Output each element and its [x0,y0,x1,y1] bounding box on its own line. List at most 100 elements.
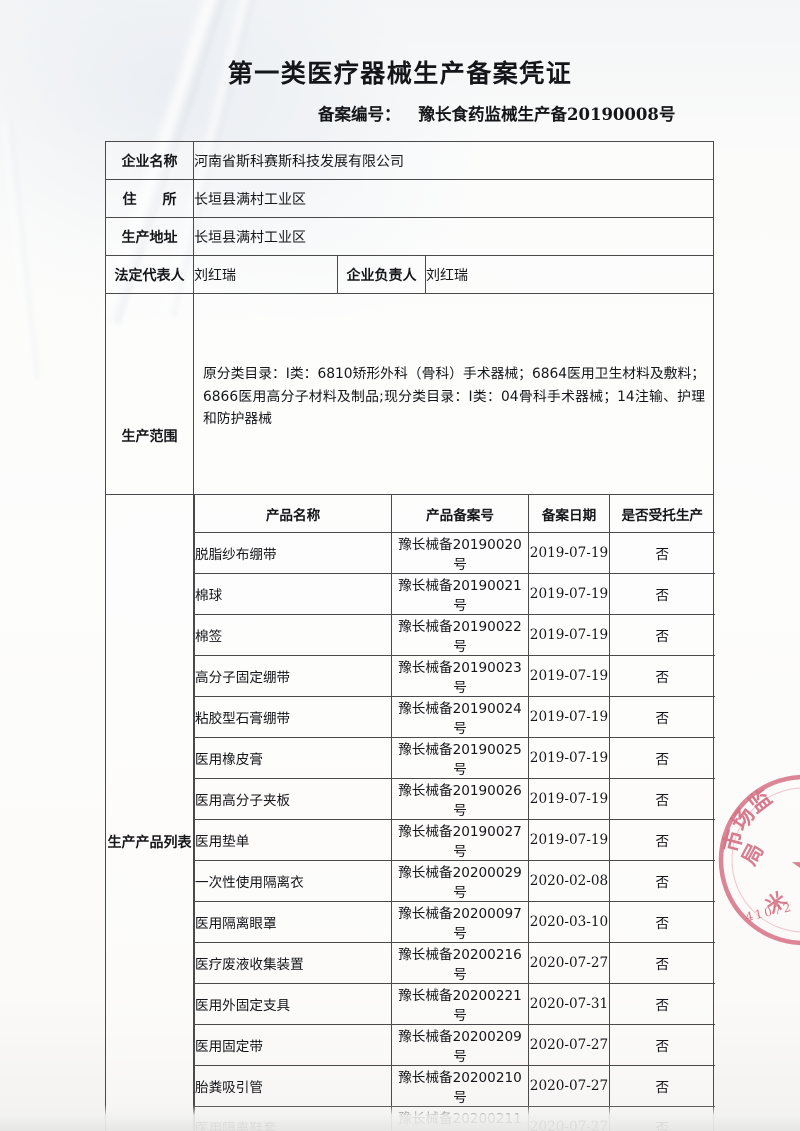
page-title: 第一类医疗器械生产备案凭证 [227,59,573,88]
product-name-cell: 医疗废液收集装置 [194,942,392,984]
product-no-cell: 豫长械备20190024号 [391,696,529,738]
product-date-cell: 2019-07-19 [528,737,610,779]
table-row: 医用隔离眼罩 豫长械备20200097号 2020-03-10 否 [194,901,715,943]
table-row: 棉签 豫长械备20190022号 2019-07-19 否 [194,614,715,656]
product-no-cell: 豫长械备20190025号 [391,737,529,779]
address-label: 住所 [105,179,194,218]
product-date-cell: 2020-07-27 [528,942,610,984]
table-row: 医用外固定支具 豫长械备20200221号 2020-07-31 否 [194,983,715,1025]
product-name-cell: 医用隔离鞋套 [194,1106,392,1131]
product-date-cell: 2020-02-08 [528,860,610,902]
product-name-cell: 医用外固定支具 [194,983,392,1025]
production-scope-label: 生产范围 [105,293,194,495]
enterprise-head-label: 企业负责人 [337,255,426,294]
product-date-cell: 2019-07-19 [528,655,610,697]
product-entrusted-cell: 否 [609,1106,715,1131]
production-scope-text: 原分类目录：Ⅰ类：6810矫形外科（骨科）手术器械；6864医用卫生材料及敷料；… [203,366,706,428]
product-name-cell: 医用橡皮膏 [194,737,392,779]
record-number-line: 备案编号： 豫长食药监械生产备20190008号 [318,101,675,125]
product-date-cell: 2019-07-19 [528,532,610,574]
table-row-product-list: 生产产品列表 产品名称 产品备案号 备案日期 是否受托生产 脱脂纱布绷带 豫长械备2019… [105,494,715,1131]
table-row: 医用固定带 豫长械备20200209号 2020-07-27 否 [194,1024,715,1066]
product-entrusted-cell: 否 [609,778,715,820]
product-no-cell: 豫长械备20200216号 [391,942,529,984]
table-row: 脱脂纱布绷带 豫长械备20190020号 2019-07-19 否 [194,532,715,574]
legal-representative-label: 法定代表人 [105,255,194,294]
product-name-cell: 粘胶型石膏绷带 [194,696,392,738]
product-no-cell: 豫长械备20190026号 [391,778,529,820]
product-entrusted-cell: 否 [609,1065,715,1107]
table-row: 医用垫单 豫长械备20190027号 2019-07-19 否 [194,819,715,861]
enterprise-name-label: 企业名称 [105,141,194,180]
product-date-cell: 2019-07-19 [528,819,610,861]
product-no-cell: 豫长械备20190022号 [391,614,529,656]
product-date-cell: 2020-07-27 [528,1065,610,1107]
product-name-cell: 医用隔离眼罩 [194,901,392,943]
product-name-cell: 医用高分子夹板 [194,778,392,820]
product-name-cell: 医用垫单 [194,819,392,861]
product-entrusted-cell: 否 [609,532,715,574]
product-entrusted-cell: 否 [609,737,715,779]
product-entrusted-cell: 否 [609,860,715,902]
product-name-cell: 一次性使用隔离衣 [194,860,392,902]
product-list-label: 生产产品列表 [105,494,194,1131]
production-scope-label-text: 生产范围 [121,429,178,445]
product-no-cell: 豫长械备20200209号 [391,1024,529,1066]
table-row: 医疗废液收集装置 豫长械备20200216号 2020-07-27 否 [194,942,715,984]
record-number-value: 豫长食药监械生产备20190008号 [418,105,676,124]
table-row: 医用隔离鞋套豫长械备20200211号2020-07-27否 [194,1106,715,1131]
product-date-cell: 2020-07-27 [528,1106,610,1131]
product-date-cell: 2020-07-31 [528,983,610,1025]
product-no-cell: 豫长械备20190023号 [391,655,529,697]
product-no-cell: 豫长械备20200097号 [391,901,529,943]
table-row: 医用高分子夹板 豫长械备20190026号 2019-07-19 否 [194,778,715,820]
product-name-cell: 棉签 [194,614,392,656]
product-name-cell: 医用固定带 [194,1024,392,1066]
product-date-cell: 2019-07-19 [528,614,610,656]
product-date-cell: 2019-07-19 [528,696,610,738]
product-date-cell: 2020-07-27 [528,1024,610,1066]
product-name-cell: 棉球 [194,573,392,615]
table-row: 一次性使用隔离衣 豫长械备20200029号 2020-02-08 否 [194,860,715,902]
seal-lower-text: 米 [761,886,792,918]
product-table-header-row: 产品名称 产品备案号 备案日期 是否受托生产 [194,495,715,533]
product-date-cell: 2019-07-19 [528,573,610,615]
product-name-cell: 脱脂纱布绷带 [194,532,392,574]
table-row: 粘胶型石膏绷带 豫长械备20190024号 2019-07-19 否 [194,696,715,738]
product-date-cell: 2019-07-19 [528,778,610,820]
product-entrusted-cell: 否 [609,1024,715,1066]
product-no-cell: 豫长械备20200210号 [391,1065,529,1107]
record-number-label: 备案编号： [318,105,401,124]
table-row-production-address: 生产地址 长垣县满村工业区 [105,217,715,256]
seal-inner-text: 局 [736,839,768,869]
product-list-cell: 产品名称 产品备案号 备案日期 是否受托生产 脱脂纱布绷带 豫长械备20190020号 20… [192,494,715,1131]
table-row: 医用橡皮膏 豫长械备20190025号 2019-07-19 否 [194,737,715,779]
table-row: 棉球 豫长械备20190021号 2019-07-19 否 [194,573,715,615]
product-entrusted-cell: 否 [609,655,715,697]
column-header-2: 备案日期 [528,495,610,533]
table-row-address: 住所 长垣县满村工业区 [105,179,715,218]
product-entrusted-cell: 否 [609,819,715,861]
product-entrusted-cell: 否 [609,696,715,738]
product-no-cell: 豫长械备20190027号 [391,819,529,861]
column-header-0: 产品名称 [194,495,392,533]
enterprise-head-value: 刘红瑞 [424,255,715,294]
table-row-enterprise-name: 企业名称 河南省斯科赛斯科技发展有限公司 [105,141,715,180]
product-name-cell: 高分子固定绷带 [194,655,392,697]
product-entrusted-cell: 否 [609,983,715,1025]
address-label-char1: 住 [122,191,137,208]
legal-representative-value: 刘红瑞 [193,255,338,294]
address-label-char2: 所 [162,191,177,208]
product-table: 产品名称 产品备案号 备案日期 是否受托生产 脱脂纱布绷带 豫长械备20190020号 20… [194,495,715,1131]
table-row-production-scope: 生产范围 原分类目录：Ⅰ类：6810矫形外科（骨科）手术器械；6864医用卫生材… [105,293,715,495]
product-no-cell: 豫长械备20200221号 [391,983,529,1025]
production-address-label: 生产地址 [105,217,194,256]
product-no-cell: 豫长械备20200211号 [391,1106,529,1131]
official-seal: 市场监 局 米 [716,772,800,948]
table-row-legal-representative: 法定代表人 刘红瑞 企业负责人 刘红瑞 [105,255,715,294]
column-header-3: 是否受托生产 [609,495,715,533]
product-entrusted-cell: 否 [609,901,715,943]
product-entrusted-cell: 否 [609,942,715,984]
address-value: 长垣县满村工业区 [192,179,715,218]
